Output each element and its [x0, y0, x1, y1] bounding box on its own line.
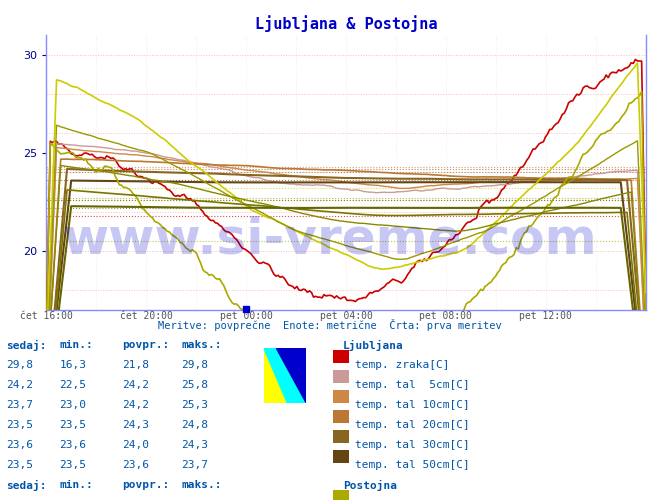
- Text: 23,5: 23,5: [59, 420, 86, 430]
- Text: temp. tal 10cm[C]: temp. tal 10cm[C]: [355, 400, 469, 410]
- Text: 25,3: 25,3: [181, 400, 208, 410]
- Text: Meritve: povprečne  Enote: metrične  Črta: prva meritev: Meritve: povprečne Enote: metrične Črta:…: [158, 319, 501, 331]
- Text: 23,6: 23,6: [59, 440, 86, 450]
- Text: pet 08:00: pet 08:00: [420, 311, 473, 322]
- Text: temp. zraka[C]: temp. zraka[C]: [355, 360, 449, 370]
- Text: pet 04:00: pet 04:00: [320, 311, 372, 322]
- Polygon shape: [275, 348, 306, 403]
- Text: 24,3: 24,3: [122, 420, 149, 430]
- Text: pet 00:00: pet 00:00: [219, 311, 272, 322]
- Text: 29,8: 29,8: [7, 360, 34, 370]
- Text: 24,2: 24,2: [7, 380, 34, 390]
- Text: povpr.:: povpr.:: [122, 480, 169, 490]
- Text: čet 20:00: čet 20:00: [120, 311, 173, 322]
- Text: 24,2: 24,2: [122, 380, 149, 390]
- Text: temp. tal 50cm[C]: temp. tal 50cm[C]: [355, 460, 469, 470]
- Text: 23,6: 23,6: [122, 460, 149, 470]
- Text: min.:: min.:: [59, 480, 93, 490]
- Polygon shape: [264, 348, 287, 403]
- Text: čet 16:00: čet 16:00: [20, 311, 72, 322]
- Text: povpr.:: povpr.:: [122, 340, 169, 350]
- Text: 24,2: 24,2: [122, 400, 149, 410]
- Text: 23,0: 23,0: [59, 400, 86, 410]
- Text: 22,5: 22,5: [59, 380, 86, 390]
- Text: pet 12:00: pet 12:00: [519, 311, 572, 322]
- Text: 23,5: 23,5: [7, 460, 34, 470]
- Text: sedaj:: sedaj:: [7, 480, 47, 491]
- Text: sedaj:: sedaj:: [7, 340, 47, 351]
- Text: temp. tal  5cm[C]: temp. tal 5cm[C]: [355, 380, 469, 390]
- Text: 24,8: 24,8: [181, 420, 208, 430]
- Polygon shape: [264, 348, 306, 403]
- Text: 24,3: 24,3: [181, 440, 208, 450]
- Text: Ljubljana: Ljubljana: [343, 340, 403, 351]
- Text: 24,0: 24,0: [122, 440, 149, 450]
- Text: maks.:: maks.:: [181, 480, 221, 490]
- Text: 23,7: 23,7: [7, 400, 34, 410]
- Text: min.:: min.:: [59, 340, 93, 350]
- Text: 23,6: 23,6: [7, 440, 34, 450]
- Text: www.si-vreme.com: www.si-vreme.com: [62, 216, 597, 264]
- Text: maks.:: maks.:: [181, 340, 221, 350]
- Text: 21,8: 21,8: [122, 360, 149, 370]
- Text: temp. tal 30cm[C]: temp. tal 30cm[C]: [355, 440, 469, 450]
- Text: 23,5: 23,5: [59, 460, 86, 470]
- Text: 29,8: 29,8: [181, 360, 208, 370]
- Text: 23,7: 23,7: [181, 460, 208, 470]
- Text: Postojna: Postojna: [343, 480, 397, 491]
- Title: Ljubljana & Postojna: Ljubljana & Postojna: [255, 16, 437, 32]
- Text: 25,8: 25,8: [181, 380, 208, 390]
- Text: temp. tal 20cm[C]: temp. tal 20cm[C]: [355, 420, 469, 430]
- Text: 23,5: 23,5: [7, 420, 34, 430]
- Text: 16,3: 16,3: [59, 360, 86, 370]
